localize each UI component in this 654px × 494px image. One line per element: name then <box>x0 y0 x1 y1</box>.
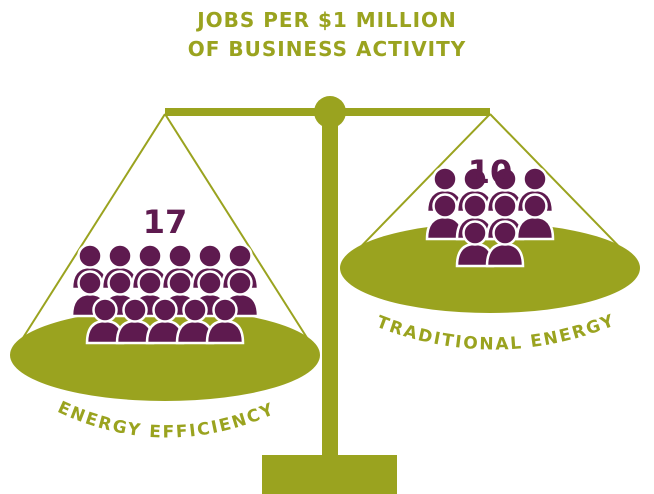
person-head <box>94 299 117 322</box>
person-head <box>79 272 102 295</box>
value-label: 17 <box>143 203 188 241</box>
person-head <box>199 245 222 268</box>
person-head <box>139 245 162 268</box>
infographic: ENERGY EFFICIENCY TRADITIONAL ENERGY 17 1… <box>0 0 654 494</box>
knob <box>314 96 346 128</box>
person-head <box>109 245 132 268</box>
person-head <box>229 245 252 268</box>
person-body <box>207 321 243 343</box>
person-head <box>524 195 547 218</box>
person-head <box>109 272 132 295</box>
person-head <box>229 272 252 295</box>
person-head <box>494 222 517 245</box>
person-head <box>464 195 487 218</box>
person-head <box>434 195 457 218</box>
person-head <box>434 168 457 191</box>
person-head <box>214 299 237 322</box>
person-head <box>79 245 102 268</box>
person-head <box>169 272 192 295</box>
person-body <box>487 244 523 266</box>
chart: ENERGY EFFICIENCY TRADITIONAL ENERGY 17 1… <box>0 0 654 494</box>
value-label: 10 <box>468 153 513 191</box>
category-label: ENERGY EFFICIENCY <box>55 398 279 443</box>
person-head <box>494 195 517 218</box>
scale <box>10 96 640 494</box>
person-head <box>139 272 162 295</box>
person-head <box>124 299 147 322</box>
person-head <box>154 299 177 322</box>
person-head <box>199 272 222 295</box>
post <box>322 112 338 462</box>
person-head <box>464 222 487 245</box>
person-head <box>524 168 547 191</box>
person-head <box>184 299 207 322</box>
pictogram-group <box>72 245 258 344</box>
category-label: TRADITIONAL ENERGY <box>374 310 619 354</box>
base <box>262 455 397 494</box>
person-head <box>169 245 192 268</box>
person-body <box>517 217 553 239</box>
chart-title: JOBS PER $1 MILLION OF BUSINESS ACTIVITY <box>157 6 497 64</box>
